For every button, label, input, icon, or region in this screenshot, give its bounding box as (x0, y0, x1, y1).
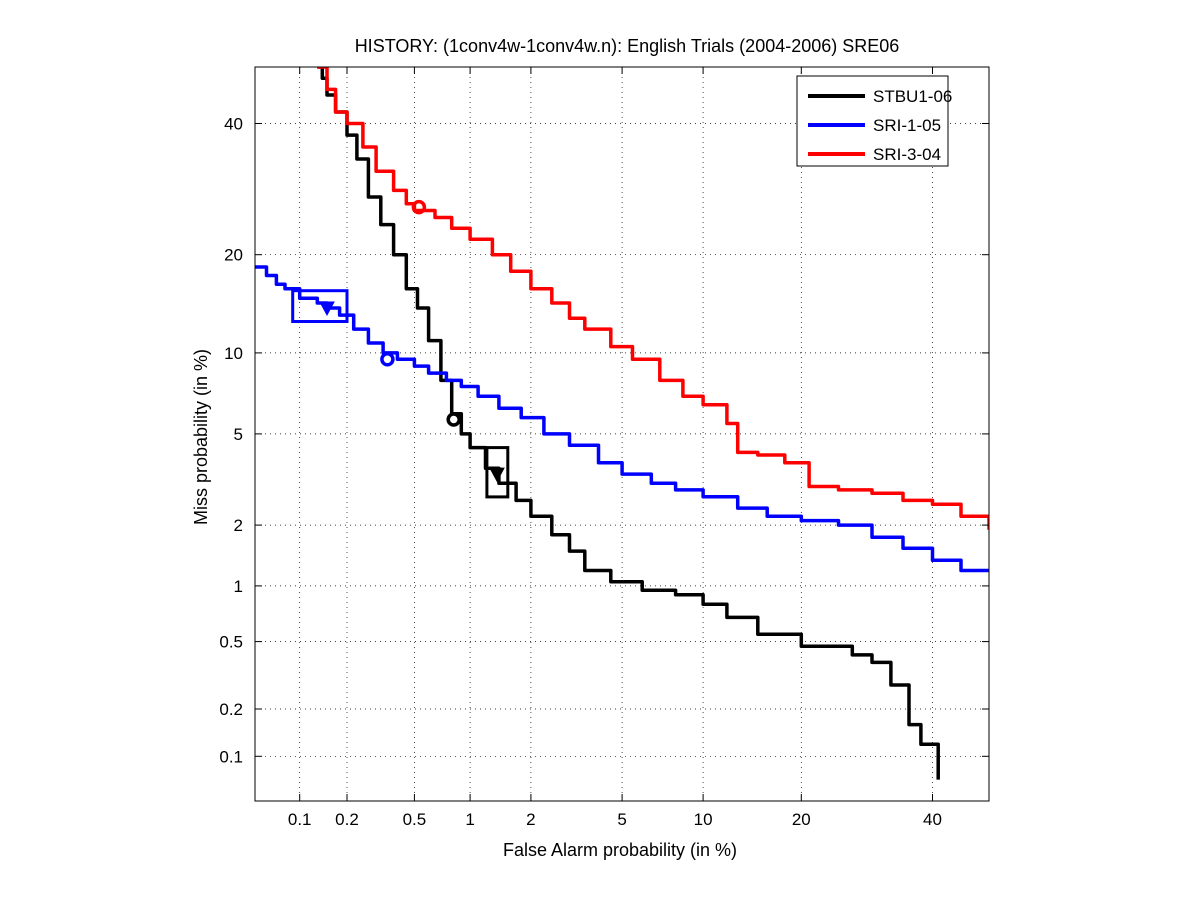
y-tick-label: 10 (224, 344, 243, 363)
x-tick-label: 20 (792, 810, 811, 829)
x-tick-label: 0.1 (288, 810, 312, 829)
series-line-SRI-3-04 (317, 67, 989, 530)
legend-box (796, 75, 949, 167)
series-line-STBU1-06 (317, 67, 940, 780)
x-tick-label: 0.2 (335, 810, 359, 829)
grid (255, 67, 989, 801)
y-tick-label: 40 (224, 115, 243, 134)
legend: STBU1-06 SRI-1-05 SRI-3-04 (796, 75, 952, 167)
legend-label-SRI-3-04: SRI-3-04 (873, 145, 941, 164)
y-tick-label: 20 (224, 246, 243, 265)
marker-layer (291, 199, 510, 499)
y-tick-label: 1 (234, 577, 243, 596)
x-tick-label: 0.5 (403, 810, 427, 829)
y-tick-label: 2 (234, 516, 243, 535)
legend-label-SRI-1-05: SRI-1-05 (873, 116, 941, 135)
act-dcf-marker-SRI-1-05 (319, 301, 335, 317)
x-tick-label: 10 (694, 810, 713, 829)
chart-title: HISTORY: (1conv4w-1conv4w.n): English Tr… (355, 36, 900, 56)
x-tick-label: 2 (526, 810, 535, 829)
confidence-box-STBU1-06 (485, 446, 510, 499)
x-axis-label: False Alarm probability (in %) (503, 840, 737, 860)
x-tick-label: 1 (465, 810, 474, 829)
min-dcf-marker-STBU1-06 (446, 412, 461, 427)
y-axis-label: Miss probability (in %) (191, 349, 211, 525)
x-tick-label: 5 (617, 810, 626, 829)
y-tick-label: 0.5 (219, 633, 243, 652)
x-tick-label: 40 (923, 810, 942, 829)
y-tick-label: 5 (234, 425, 243, 444)
axis-ticks: 0.1 0.2 0.5 1 2 5 10 20 40 0.1 0.2 0.5 1 2 5 10 20 40 (219, 67, 989, 829)
min-dcf-marker-SRI-3-04 (411, 199, 427, 215)
act-dcf-marker-STBU1-06 (489, 467, 505, 483)
confidence-box-SRI-1-05 (291, 289, 349, 324)
legend-label-STBU1-06: STBU1-06 (873, 87, 952, 106)
y-tick-label: 0.1 (219, 747, 243, 766)
y-tick-label: 0.2 (219, 700, 243, 719)
min-dcf-marker-SRI-1-05 (380, 352, 395, 367)
